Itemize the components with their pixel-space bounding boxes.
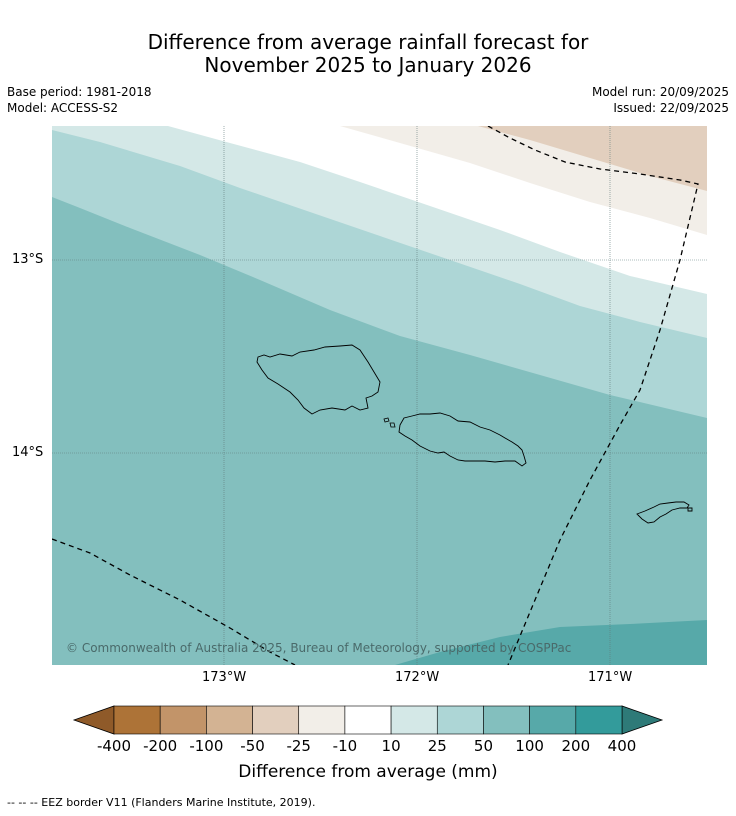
colorbar-swatch-5 (344, 705, 392, 735)
copyright-text: © Commonwealth of Australia 2025, Bureau… (66, 641, 572, 655)
zone-minus-50-25 (478, 126, 707, 191)
colorbar-label: 50 (473, 737, 493, 755)
eez-line-west (52, 538, 296, 665)
issued-date: Issued: 22/09/2025 (613, 101, 729, 115)
map-title: Difference from average rainfall forecas… (0, 31, 736, 77)
colorbar-swatch-9 (529, 705, 577, 735)
colorbar-label: -400 (96, 737, 132, 755)
lon-label-171w: 171°W (588, 670, 633, 685)
eez-line-east (487, 126, 699, 665)
colorbar-label: 10 (381, 737, 401, 755)
colorbar-over-arrow (621, 705, 664, 735)
colorbar (72, 705, 664, 735)
meta-left: Base period: 1981-2018 Model: ACCESS-S2 (7, 84, 152, 116)
title-line-1: Difference from average rainfall forecas… (147, 30, 589, 54)
colorbar-swatch-6 (390, 705, 438, 735)
savaii-island (256, 344, 381, 415)
colorbar-label: -100 (189, 737, 224, 755)
colorbar-swatch-8 (483, 705, 530, 735)
colorbar-swatch-4 (298, 705, 346, 735)
colorbar-title: Difference from average (mm) (238, 762, 498, 782)
colorbar-under-arrow (72, 705, 115, 735)
zone-100-200 (395, 620, 707, 665)
lat-label-14s: 14°S (12, 445, 44, 460)
meta-right: Model run: 20/09/2025 Issued: 22/09/2025 (592, 84, 729, 116)
eez-border (52, 126, 699, 665)
lon-label-173w: 173°W (202, 670, 247, 685)
colorbar-label: -50 (240, 737, 265, 755)
colorbar-swatch-2 (206, 705, 253, 735)
footnote-eez: -- -- -- EEZ border V11 (Flanders Marine… (7, 796, 316, 809)
upolu-island (398, 412, 527, 467)
colorbar-swatch-0 (113, 705, 161, 735)
model-run: Model run: 20/09/2025 (591, 85, 729, 99)
colorbar-label: -25 (286, 737, 311, 755)
apolima-islet (383, 417, 396, 428)
colorbar-swatch-10 (575, 705, 623, 735)
title-line-2: November 2025 to January 2026 (204, 53, 532, 77)
colorbar-label: 100 (515, 737, 544, 755)
tutuila-island (636, 501, 693, 524)
model-name: Model: ACCESS-S2 (7, 101, 119, 115)
lon-label-172w: 172°W (395, 670, 440, 685)
colorbar-label: 200 (561, 737, 591, 755)
colorbar-label: 400 (607, 737, 637, 755)
base-period: Base period: 1981-2018 (7, 85, 152, 99)
map-area (52, 126, 707, 665)
colorbar-label: 25 (427, 737, 447, 755)
colorbar-label: -200 (143, 737, 178, 755)
colorbar-swatch-7 (436, 705, 484, 735)
colorbar-swatch-1 (159, 705, 207, 735)
lat-label-13s: 13°S (12, 252, 44, 267)
colorbar-swatch-3 (252, 705, 300, 735)
colorbar-label: -10 (332, 737, 358, 755)
